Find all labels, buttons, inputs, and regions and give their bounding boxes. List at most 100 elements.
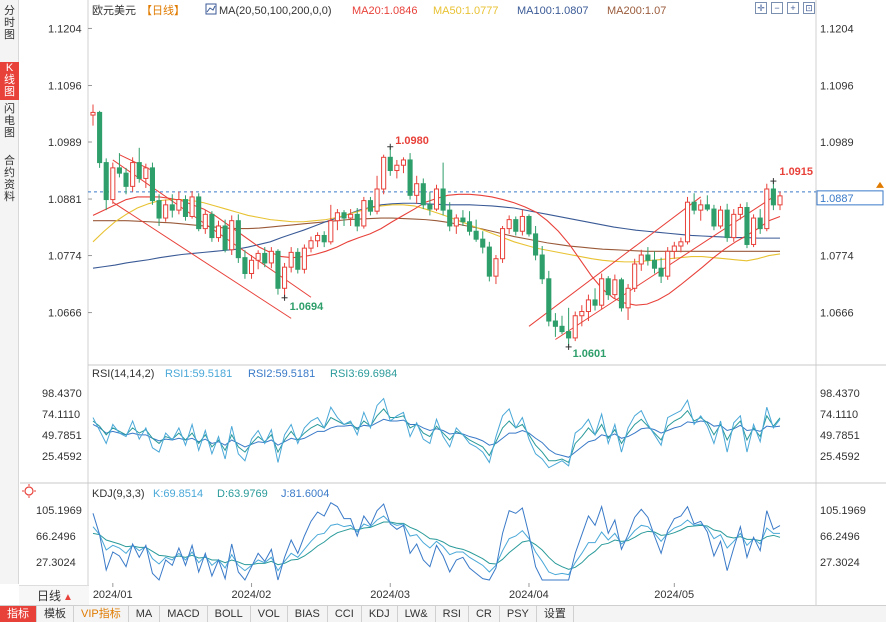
candle-up bbox=[453, 217, 459, 227]
bottom-tab-bias[interactable]: BIAS bbox=[288, 606, 328, 622]
zoom-in-icon[interactable]: + bbox=[787, 2, 799, 14]
price-tick-left: 1.1204 bbox=[48, 23, 82, 35]
candle-up bbox=[493, 258, 499, 277]
candle-up bbox=[718, 209, 724, 227]
price-tick-right: 1.0774 bbox=[820, 251, 854, 263]
candle-down bbox=[744, 206, 750, 245]
kdj-tick-left: 66.2496 bbox=[36, 531, 76, 543]
annotation-low-feb: 1.0694 bbox=[290, 301, 325, 313]
price-tick-left: 1.0989 bbox=[48, 137, 82, 149]
date-tick-label: 2024/01 bbox=[93, 589, 133, 601]
rsi-title: RSI(14,14,2) bbox=[92, 368, 154, 380]
candle-down bbox=[559, 325, 565, 333]
price-tick-left: 1.0666 bbox=[48, 308, 82, 320]
candle-down bbox=[97, 111, 103, 164]
candle-up bbox=[189, 196, 195, 217]
current-price-tag bbox=[816, 190, 884, 206]
tab-contract-info[interactable]: 合约资料 bbox=[0, 155, 19, 211]
period-arrow-icon: ▲ bbox=[63, 592, 73, 603]
candle-up bbox=[334, 212, 340, 222]
annotation-high-feb: 1.0980 bbox=[395, 135, 429, 147]
bottom-tab-boll[interactable]: BOLL bbox=[208, 606, 251, 622]
ma50-legend: MA50:1.0777 bbox=[433, 5, 498, 17]
tab-flash-chart[interactable]: 闪电图 bbox=[0, 103, 19, 145]
candle-down bbox=[367, 200, 373, 212]
bottom-tab-settings[interactable]: 设置 bbox=[537, 606, 574, 622]
bottom-tab-ma[interactable]: MA bbox=[129, 606, 161, 622]
chart-canvas[interactable]: 欧元美元 【日线】 MA(20,50,100,200,0,0) MA20:1.0… bbox=[0, 0, 886, 605]
candle-up bbox=[433, 188, 440, 210]
date-tick-label: 2024/02 bbox=[232, 589, 272, 601]
candles bbox=[90, 104, 783, 347]
candle-up bbox=[638, 254, 644, 265]
tab-kline-chart[interactable]: K线图 bbox=[0, 62, 19, 100]
bottom-tab-vol[interactable]: VOL bbox=[251, 606, 288, 622]
candle-down bbox=[605, 278, 611, 296]
candle-up bbox=[163, 204, 169, 219]
candle-down bbox=[116, 167, 122, 174]
candle-up bbox=[572, 315, 578, 339]
candle-down bbox=[526, 215, 532, 235]
bottom-tab-psy[interactable]: PSY bbox=[500, 606, 537, 622]
indicator-bar: 指标 模板 VIP指标 MA MACD BOLL VOL BIAS CCI KD… bbox=[0, 605, 886, 622]
annotation-marks bbox=[281, 143, 777, 350]
candle-up bbox=[665, 250, 671, 277]
date-tick-label: 2024/03 bbox=[370, 589, 410, 601]
left-tab-bar: 分时图 K线图 闪电图 合约资料 bbox=[0, 0, 19, 584]
kdj-lines bbox=[92, 501, 781, 581]
candle-up bbox=[684, 201, 691, 243]
bottom-tab-cr[interactable]: CR bbox=[469, 606, 500, 622]
candle-down bbox=[711, 208, 717, 227]
tab-kline-label: K线图 bbox=[4, 62, 15, 98]
price-tick-left: 1.1096 bbox=[48, 80, 82, 92]
date-tick-label: 2024/05 bbox=[654, 589, 694, 601]
candle-up bbox=[315, 234, 321, 242]
candle-up bbox=[612, 279, 618, 296]
bottom-tab-macd[interactable]: MACD bbox=[160, 606, 208, 622]
candle-up bbox=[751, 217, 757, 245]
candle-up bbox=[301, 247, 307, 270]
crosshair-icon[interactable]: ✛ bbox=[755, 2, 767, 14]
candle-down bbox=[658, 267, 664, 277]
candle-down bbox=[222, 225, 228, 251]
rsi2-legend: RSI2:59.5181 bbox=[248, 368, 315, 380]
kdj-j-legend: J:81.6004 bbox=[281, 488, 329, 500]
rsi-tick-left: 25.4592 bbox=[42, 451, 82, 463]
candle-down bbox=[651, 259, 658, 269]
bottom-tab-cci[interactable]: CCI bbox=[328, 606, 362, 622]
ma-toggle-icon[interactable] bbox=[205, 3, 217, 15]
price-tick-right: 1.0989 bbox=[820, 137, 854, 149]
candle-up bbox=[308, 240, 314, 249]
candle-down bbox=[149, 167, 155, 202]
bottom-tab-kdj[interactable]: KDJ bbox=[362, 606, 398, 622]
candle-down bbox=[156, 200, 162, 219]
restore-icon[interactable]: ⊡ bbox=[803, 2, 815, 14]
candle-up bbox=[282, 266, 288, 289]
zoom-out-icon[interactable]: − bbox=[771, 2, 783, 14]
kdj-settings-icon[interactable] bbox=[22, 484, 36, 498]
ma200-legend: MA200:1.07 bbox=[607, 5, 666, 17]
candle-up bbox=[506, 219, 512, 230]
rsi-axis: 98.4370 98.4370 74.1110 74.1110 49.7851 49.78… bbox=[42, 388, 860, 463]
candle-down bbox=[480, 238, 486, 248]
rsi-tick-right: 98.4370 bbox=[820, 388, 860, 400]
rsi3-line bbox=[92, 408, 781, 464]
bottom-tab-indicators[interactable]: 指标 bbox=[0, 606, 37, 622]
bottom-tab-vip[interactable]: VIP指标 bbox=[74, 606, 129, 622]
price-axis-left: 1.1204 1.1096 1.0989 1.0881 1.0774 1.0666 bbox=[48, 23, 92, 320]
tab-minute-chart[interactable]: 分时图 bbox=[0, 5, 19, 47]
kdj-tick-left: 105.1969 bbox=[36, 505, 82, 517]
period-label: 日线 bbox=[37, 589, 62, 603]
channel-down-lower bbox=[112, 201, 292, 319]
period-selector[interactable]: 日线 ▲ bbox=[19, 585, 89, 605]
bottom-tab-templates[interactable]: 模板 bbox=[37, 606, 74, 622]
rsi-tick-right: 25.4592 bbox=[820, 451, 860, 463]
ma20-legend: MA20:1.0846 bbox=[352, 5, 417, 17]
bottom-tab-lw[interactable]: LW& bbox=[398, 606, 436, 622]
kdj-j-line bbox=[92, 501, 781, 581]
bottom-tab-rsi[interactable]: RSI bbox=[436, 606, 469, 622]
rsi-tick-right: 74.1110 bbox=[820, 409, 858, 421]
current-price-arrow-icon bbox=[876, 181, 884, 188]
candle-up bbox=[579, 311, 585, 317]
